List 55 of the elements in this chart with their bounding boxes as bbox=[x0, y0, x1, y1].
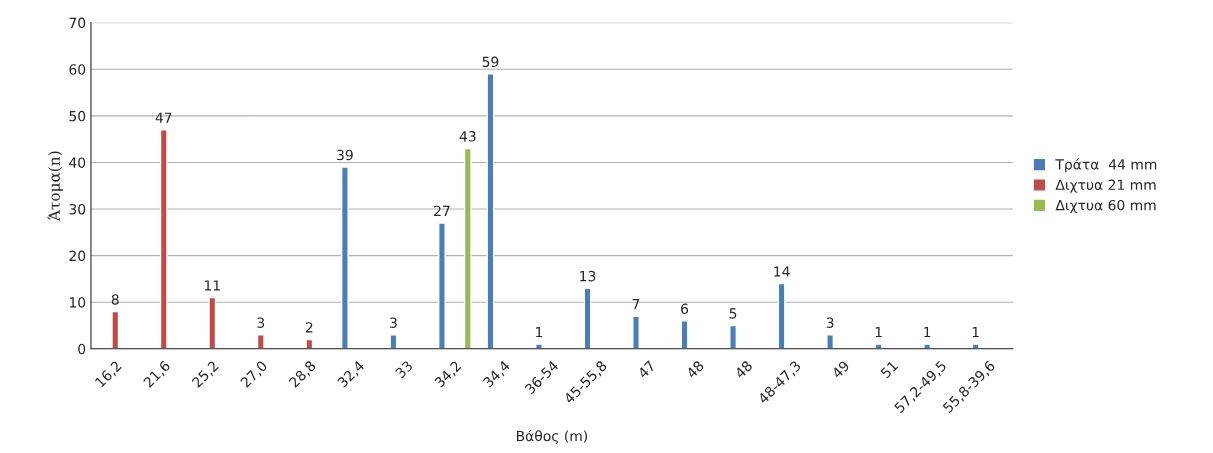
bar bbox=[256, 334, 265, 349]
bar bbox=[729, 324, 737, 349]
bar bbox=[874, 343, 883, 349]
data-label: 13 bbox=[580, 270, 596, 282]
y-tick-label: 10 bbox=[69, 297, 86, 308]
x-tick-label: 33 bbox=[394, 360, 414, 379]
bar bbox=[305, 338, 314, 349]
x-tick-label: 49 bbox=[831, 360, 850, 379]
x-tick-label: 47 bbox=[637, 360, 656, 379]
bar bbox=[208, 296, 217, 349]
legend-label: Τράτα 44 mm bbox=[1055, 158, 1157, 173]
y-tick-label: 30 bbox=[69, 204, 86, 215]
data-label: 1 bbox=[536, 326, 543, 338]
bar bbox=[535, 343, 543, 349]
data-label: 39 bbox=[337, 149, 353, 161]
y-tick-label: 70 bbox=[69, 17, 86, 29]
data-label: 43 bbox=[459, 131, 476, 142]
y-axis-title: Άτομα(n) bbox=[47, 151, 63, 222]
y-tick-label: 50 bbox=[69, 110, 86, 122]
legend-label: Διχτυα 21 mm bbox=[1055, 179, 1156, 193]
bar bbox=[463, 147, 472, 349]
data-label: 6 bbox=[681, 303, 689, 314]
data-label: 1 bbox=[924, 326, 931, 338]
bar bbox=[826, 334, 835, 349]
y-tick-label: 0 bbox=[78, 343, 86, 355]
data-label: 11 bbox=[204, 280, 220, 291]
data-label: 2 bbox=[305, 322, 313, 333]
x-tick-label: 48 bbox=[685, 360, 705, 379]
data-label: 1 bbox=[972, 326, 979, 338]
data-label: 3 bbox=[826, 317, 834, 328]
bar bbox=[438, 222, 446, 349]
data-label: 1 bbox=[875, 326, 882, 338]
data-label: 7 bbox=[632, 299, 640, 310]
data-label: 27 bbox=[434, 205, 450, 216]
x-tick-label: 48 bbox=[734, 360, 753, 379]
data-label: 8 bbox=[111, 294, 119, 305]
bar bbox=[971, 343, 980, 349]
data-label: 3 bbox=[257, 317, 265, 328]
bar bbox=[159, 129, 168, 349]
y-tick-label: 20 bbox=[69, 250, 86, 262]
data-label: 3 bbox=[390, 317, 397, 328]
bar bbox=[923, 343, 932, 349]
y-tick-label: 40 bbox=[69, 157, 86, 168]
data-label: 5 bbox=[729, 308, 737, 319]
bar bbox=[777, 282, 786, 349]
data-label: 47 bbox=[155, 112, 172, 123]
bar bbox=[632, 315, 640, 349]
legend-label: Διχτυα 60 mm bbox=[1055, 199, 1156, 214]
bar bbox=[389, 334, 398, 349]
bar bbox=[111, 310, 120, 349]
y-tick-label: 60 bbox=[69, 64, 86, 75]
data-label: 14 bbox=[774, 266, 790, 277]
data-label: 59 bbox=[482, 56, 499, 68]
bar bbox=[340, 166, 349, 349]
x-axis-title: Βάθος (m) bbox=[516, 429, 588, 444]
